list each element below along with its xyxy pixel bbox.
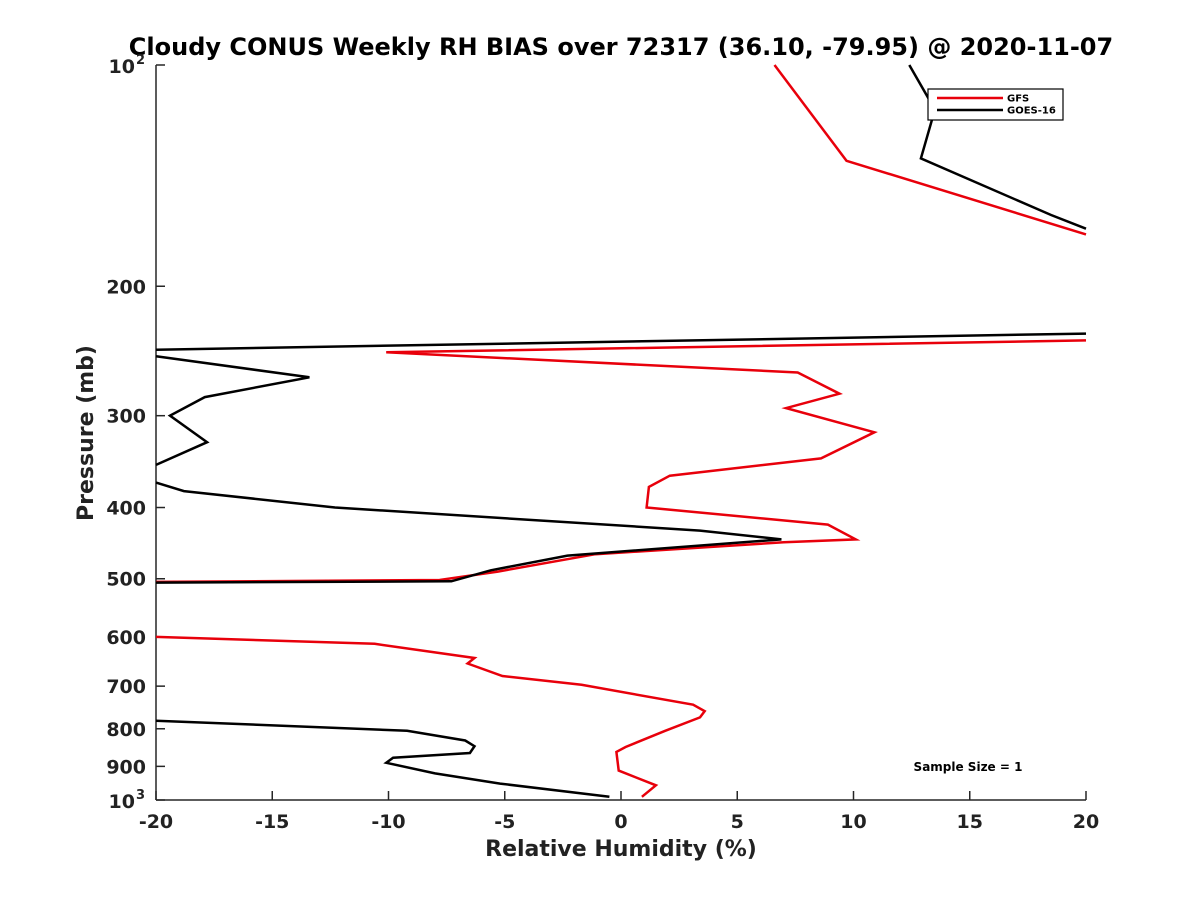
sample-size-annotation: Sample Size = 1: [914, 760, 1023, 774]
y-tick-label: 400: [106, 498, 146, 520]
x-tick-label: -20: [139, 811, 173, 833]
y-tick-label: 900: [106, 756, 146, 778]
x-tick-label: 5: [731, 811, 744, 833]
x-tick-label: 20: [1073, 811, 1099, 833]
y-tick-label: 600: [106, 627, 146, 649]
series-line-goes16: [155, 354, 310, 467]
series-line-goes16: [155, 719, 610, 799]
y-tick-label: 300: [106, 406, 146, 428]
series-line-gfs: [155, 635, 707, 798]
x-ticks: -20 -15 -10 -5 0 5 10 15 20: [139, 791, 1099, 833]
plot-area: -20 -15 -10 -5 0 5 10 15 20 10 220030040050060070…: [106, 53, 1099, 833]
legend-label-gfs: GFS: [1007, 94, 1029, 105]
x-tick-label: 0: [614, 811, 627, 833]
series-line-gfs: [155, 339, 1087, 584]
x-tick-label: -5: [494, 811, 515, 833]
y-tick-label: 10: [109, 56, 135, 78]
x-axis-label: Relative Humidity (%): [485, 837, 757, 862]
series-line-goes16: [155, 332, 1087, 351]
x-tick-label: -10: [371, 811, 405, 833]
y-tick-label: 200: [106, 276, 146, 298]
chart-title: Cloudy CONUS Weekly RH BIAS over 72317 (…: [129, 33, 1113, 61]
series-line-gfs: [773, 64, 1087, 236]
x-tick-label: 10: [840, 811, 866, 833]
y-tick-label: 10: [109, 791, 135, 813]
series-group: [155, 64, 1087, 799]
y-tick-label: 700: [106, 676, 146, 698]
y-tick-exponent: 3: [136, 788, 145, 803]
legend: GFS GOES-16: [927, 88, 1064, 121]
y-tick-label: 800: [106, 719, 146, 741]
series-line-goes16: [155, 481, 782, 584]
series-line-goes16: [908, 64, 1087, 230]
y-axis-label: Pressure (mb): [74, 345, 99, 521]
y-tick-exponent: 2: [136, 53, 145, 68]
legend-box: [927, 88, 1064, 121]
x-tick-label: -15: [255, 811, 289, 833]
y-tick-label: 500: [106, 569, 146, 591]
x-tick-label: 15: [957, 811, 983, 833]
legend-label-goes16: GOES-16: [1007, 106, 1056, 117]
